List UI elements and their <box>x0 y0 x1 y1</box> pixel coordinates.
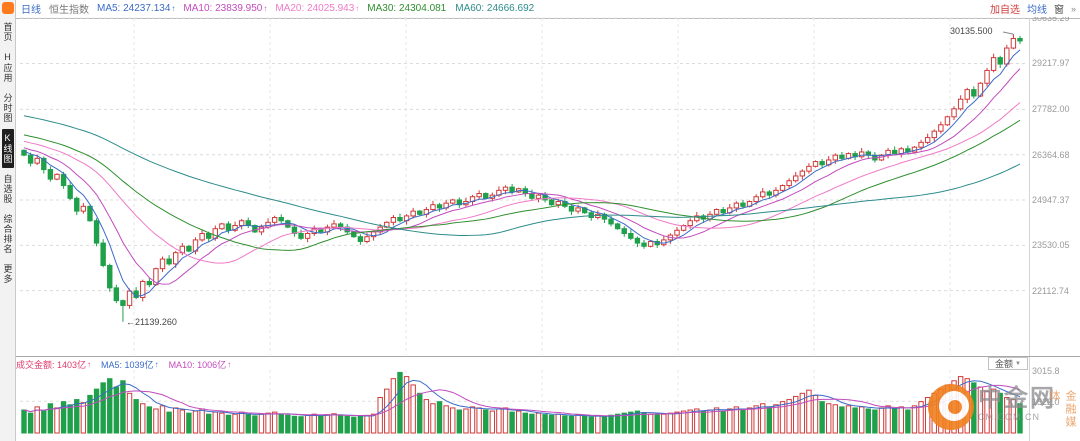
sidebar-item-time-chart[interactable]: 分时图 <box>2 93 13 123</box>
chevron-down-icon: ▼ <box>1015 360 1021 367</box>
volume-header-bar: 成交金额: 1403亿 ↑ MA5: 1039亿 ↑ MA10: 1006亿 ↑ <box>16 358 231 370</box>
price-axis-label: 24947.37 <box>1032 195 1070 205</box>
up-arrow-icon: ↑ <box>171 4 176 13</box>
ma20-text: MA20: 24025.943 <box>275 3 355 14</box>
sidebar-item-h-app[interactable]: H应用 <box>2 52 13 83</box>
ma10-readout: MA10: 23839.950 ↑ <box>183 3 267 14</box>
chart-header-bar: 日线 恒生指数 MA5: 24237.134 ↑ MA10: 23839.950 ↑… <box>16 0 1080 17</box>
price-axis-label: 23530.05 <box>1032 240 1070 250</box>
period-selector[interactable]: 日线 <box>21 5 41 16</box>
sidebar-item-home[interactable]: 首页 <box>2 22 13 42</box>
sidebar-item-watchlist[interactable]: 自选股 <box>2 174 13 204</box>
up-arrow-icon: ↑ <box>154 359 159 369</box>
window-button[interactable]: 窗 <box>1053 5 1064 16</box>
price-axis-label: 26364.68 <box>1032 150 1070 160</box>
up-arrow-icon: ↑ <box>263 4 268 13</box>
ma5-readout: MA5: 24237.134 ↑ <box>97 3 175 14</box>
header-buttons: 加自选 均线 窗 » <box>989 1 1080 17</box>
indicator-select-button[interactable]: 金额 ▼ <box>988 357 1028 370</box>
price-axis-label: 22112.74 <box>1032 286 1069 296</box>
app-logo-icon <box>1 2 14 14</box>
ma10-text: MA10: 23839.950 <box>183 3 263 14</box>
price-axis-label: 30635.29 <box>1032 13 1070 23</box>
sidebar-item-kline-chart[interactable]: K线图 <box>1 129 14 168</box>
sidebar-item-ranking[interactable]: 综合排名 <box>2 214 13 254</box>
ma60-text: MA60: 24666.692 <box>455 3 535 14</box>
up-arrow-icon: ↑ <box>87 359 92 369</box>
price-axis-label: 27782.00 <box>1032 104 1070 114</box>
axis-separator <box>1029 18 1030 441</box>
price-axis-label: 29217.97 <box>1032 58 1070 68</box>
ma60-readout: MA60: 24666.692 <box>455 3 535 14</box>
volume-ma5-readout: MA5: 1039亿 ↑ <box>101 358 159 371</box>
ma-settings-button[interactable]: 均线 <box>1026 5 1047 16</box>
turnover-readout: 成交金额: 1403亿 ↑ <box>16 358 91 371</box>
low-price-annotation: ←21139.260 <box>126 317 177 327</box>
up-arrow-icon: ↑ <box>355 4 360 13</box>
ma5-text: MA5: 24237.134 <box>97 3 171 14</box>
sidebar-item-more[interactable]: 更多 <box>2 264 13 284</box>
volume-ma10-readout: MA10: 1006亿 ↑ <box>169 358 232 371</box>
volume-axis-label: 1522.0 <box>1032 397 1060 407</box>
symbol-name: 恒生指数 <box>49 5 89 16</box>
turnover-text: 成交金额: 1403亿 <box>16 359 87 370</box>
volume-ma10-text: MA10: 1006亿 <box>168 359 227 370</box>
add-watchlist-button[interactable]: 加自选 <box>989 5 1020 16</box>
volume-axis-label: 3015.8 <box>1032 366 1060 376</box>
high-price-annotation: 30135.500 <box>950 26 993 36</box>
up-arrow-icon: ↑ <box>227 359 232 369</box>
ma30-readout: MA30: 24304.081 <box>367 3 447 14</box>
ma30-text: MA30: 24304.081 <box>367 3 447 14</box>
collapse-panel-icon[interactable]: » <box>1070 3 1076 14</box>
volume-ma5-text: MA5: 1039亿 <box>101 359 154 370</box>
pane-divider <box>0 356 1080 357</box>
ma20-readout: MA20: 24025.943 ↑ <box>275 3 359 14</box>
indicator-select-label: 金额 <box>995 359 1014 369</box>
left-sidebar: 首页 H应用 分时图 K线图 自选股 综合排名 更多 <box>0 0 16 441</box>
